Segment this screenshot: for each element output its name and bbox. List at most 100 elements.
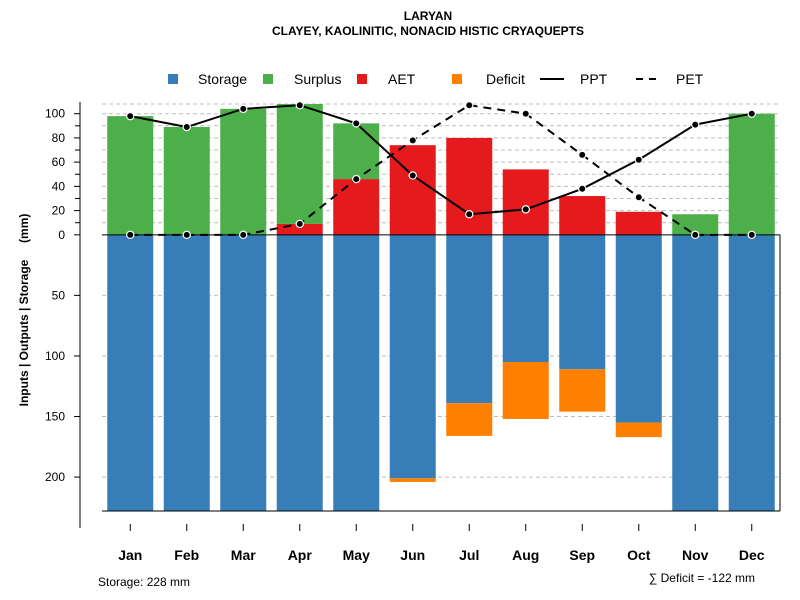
y-tick-label: 0 (58, 228, 65, 242)
storage-bar-feb (163, 234, 210, 512)
y-tick-label: 100 (45, 107, 65, 121)
aet-bar-jun (389, 145, 436, 235)
legend-swatch-aet (357, 74, 367, 84)
ppt-point (747, 109, 756, 118)
pet-point (747, 230, 756, 240)
x-tick-label-feb: Feb (174, 547, 199, 563)
y-axis-label: Inputs | Outputs | Storage (mm) (17, 214, 31, 407)
ppt-point (408, 171, 417, 180)
x-tick-label-sep: Sep (569, 547, 595, 563)
storage-bar-apr (276, 234, 323, 512)
aet-bar-may (333, 179, 380, 235)
legend-label-aet: AET (388, 71, 416, 87)
x-tick-label-mar: Mar (231, 547, 256, 563)
axes: 0 20 40 60 80 100 50 100 150 200 Jan Feb Mar Apr May Ju… (45, 102, 781, 563)
y-tick-label: 50 (52, 288, 66, 302)
ppt-point (352, 119, 361, 128)
ppt-point (182, 122, 191, 132)
deficit-bar-jul (446, 403, 493, 436)
x-tick-label-aug: Aug (512, 547, 539, 563)
ppt-point (465, 210, 474, 219)
legend-swatch-deficit (452, 74, 462, 84)
x-tick-label-jun: Jun (400, 547, 425, 563)
chart-title: LARYAN (404, 9, 452, 23)
surplus-bar-apr (276, 104, 323, 224)
pet-line (130, 104, 752, 236)
aet-bar-apr (276, 223, 323, 235)
x-tick-label-apr: Apr (288, 547, 313, 563)
aet-bar-oct (615, 211, 662, 235)
y-tick-label: 60 (52, 155, 66, 169)
y-tick-label: 40 (52, 179, 66, 193)
legend-label-ppt: PPT (580, 71, 608, 87)
pet-point (352, 174, 361, 184)
surplus-bar-mar (220, 108, 267, 235)
legend-label-deficit: Deficit (486, 71, 525, 87)
pet-point (521, 109, 530, 118)
aet-bar-aug (502, 169, 549, 235)
storage-bar-may (333, 234, 380, 512)
deficit-bar-aug (502, 362, 549, 419)
aet-bar-jul (446, 137, 493, 235)
legend-swatch-surplus (263, 74, 273, 84)
legend-swatch-storage (168, 74, 178, 84)
surplus-bar-may (333, 123, 380, 180)
x-tick-label-jul: Jul (459, 547, 479, 563)
y-tick-label: 20 (52, 204, 66, 218)
ppt-point (691, 120, 700, 129)
ppt-point (521, 205, 530, 214)
storage-bar-mar (220, 234, 267, 512)
deficit-bar-jun (389, 478, 436, 482)
x-tick-label-may: May (343, 547, 370, 563)
storage-bar-nov (672, 234, 719, 512)
pet-point (295, 219, 304, 229)
deficit-note: ∑ Deficit = -122 mm (649, 571, 755, 585)
pet-point (691, 230, 700, 240)
legend-label-pet: PET (676, 71, 704, 87)
surplus-bar-feb (163, 127, 210, 235)
y-tick-label: 100 (45, 349, 65, 363)
ppt-line (130, 104, 752, 216)
storage-bar-dec (728, 234, 775, 512)
storage-bar-jan (107, 234, 154, 512)
storage-bar-jun (389, 234, 436, 479)
bars (107, 104, 775, 512)
deficit-bar-oct (615, 422, 662, 438)
pet-point (408, 136, 417, 145)
x-tick-label-oct: Oct (627, 547, 651, 563)
pet-point (634, 193, 643, 202)
ppt-point (295, 101, 304, 110)
surplus-bar-jan (107, 116, 154, 235)
pet-point (126, 230, 135, 240)
surplus-bar-nov (672, 214, 719, 235)
x-tick-label-jan: Jan (118, 547, 142, 563)
deficit-bar-sep (559, 369, 606, 412)
legend-label-surplus: Surplus (294, 71, 341, 87)
legend: Storage Surplus AET Deficit PPT PET (168, 71, 704, 87)
aet-bar-sep (559, 196, 606, 235)
pet-point (578, 150, 587, 160)
y-tick-label: 80 (52, 131, 66, 145)
storage-bar-oct (615, 234, 662, 423)
surplus-bar-dec (728, 113, 775, 235)
pet-point (239, 230, 248, 240)
storage-bar-sep (559, 234, 606, 370)
pet-point (465, 101, 474, 110)
storage-note: Storage: 228 mm (98, 575, 190, 589)
legend-label-storage: Storage (198, 71, 247, 87)
storage-bar-jul (446, 234, 493, 404)
ppt-point (126, 111, 135, 121)
x-tick-label-dec: Dec (739, 547, 765, 563)
y-tick-label: 150 (45, 410, 65, 424)
y-tick-label: 200 (45, 470, 65, 484)
series-lines (126, 101, 756, 240)
chart-subtitle: CLAYEY, KAOLINITIC, NONACID HISTIC CRYAQ… (272, 24, 584, 38)
grid (102, 103, 780, 478)
ppt-point (578, 184, 587, 193)
ppt-point (634, 155, 643, 164)
storage-bar-aug (502, 234, 549, 363)
pet-point (182, 230, 191, 240)
x-tick-label-nov: Nov (682, 547, 709, 563)
ppt-point (239, 104, 248, 114)
